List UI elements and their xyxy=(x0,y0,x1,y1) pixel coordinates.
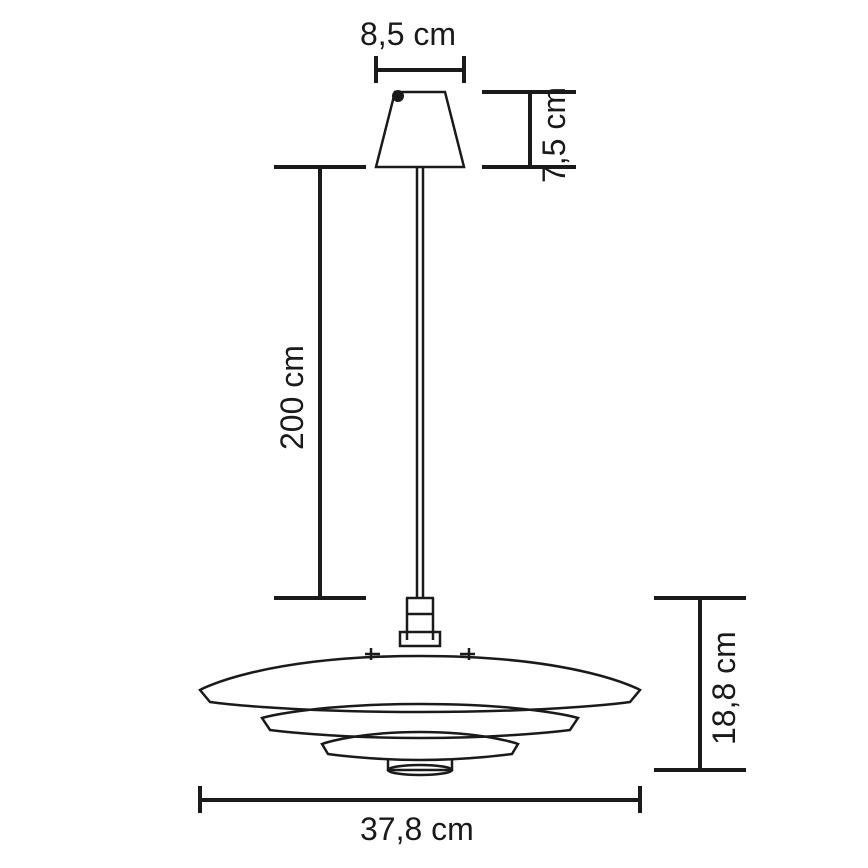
canopy-width-label: 8,5 cm xyxy=(360,16,456,52)
shade-mount-tabs xyxy=(365,648,475,660)
cord-length-label: 200 cm xyxy=(274,345,310,450)
lamp-dimension-diagram: 8,5 cm 7,5 cm 200 cm 18,8 cm 37,8 cm xyxy=(0,0,868,868)
shade-height-label: 18,8 cm xyxy=(706,631,742,745)
shade xyxy=(200,656,640,775)
dim-canopy-height: 7,5 cm xyxy=(482,87,576,183)
shade-width-label: 37,8 cm xyxy=(360,811,474,847)
dim-shade-height: 18,8 cm xyxy=(654,598,746,770)
connector xyxy=(400,598,440,646)
dim-shade-width: 37,8 cm xyxy=(200,786,640,847)
canopy xyxy=(376,90,464,167)
dim-cord-length: 200 cm xyxy=(274,167,366,598)
canopy-height-label: 7,5 cm xyxy=(536,87,572,183)
cord xyxy=(417,167,423,598)
dim-canopy-width: 8,5 cm xyxy=(360,16,464,83)
